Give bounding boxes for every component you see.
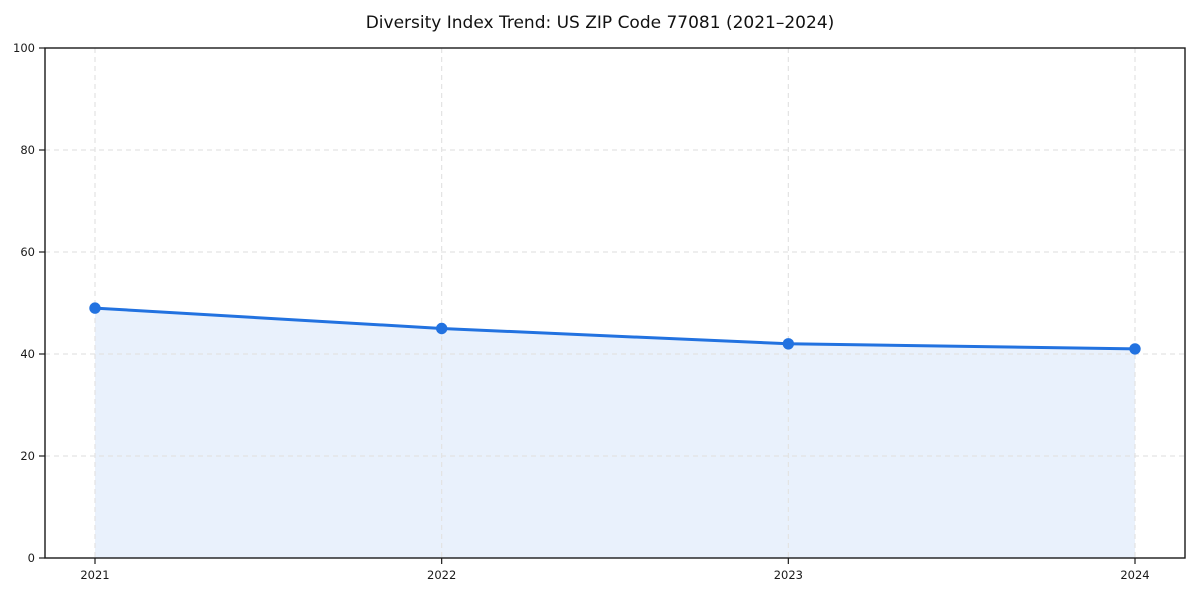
data-point [1129, 343, 1141, 355]
x-tick-label: 2022 [427, 568, 456, 582]
y-tick-label: 100 [13, 41, 35, 55]
x-tick-label: 2023 [774, 568, 803, 582]
y-tick-label: 20 [20, 449, 35, 463]
y-tick-label: 80 [20, 143, 35, 157]
chart-title: Diversity Index Trend: US ZIP Code 77081… [365, 13, 835, 33]
area-fill [95, 308, 1135, 558]
y-tick-label: 60 [20, 245, 35, 259]
plot-border [44, 47, 1186, 559]
y-tick-label: 40 [20, 347, 35, 361]
data-point [89, 302, 101, 314]
y-tick-label: 0 [28, 551, 35, 565]
x-tick-label: 2024 [1120, 568, 1149, 582]
data-point [435, 322, 448, 335]
x-tick-label: 2021 [80, 568, 109, 582]
trend-line [93, 306, 1137, 351]
data-point [782, 338, 795, 350]
